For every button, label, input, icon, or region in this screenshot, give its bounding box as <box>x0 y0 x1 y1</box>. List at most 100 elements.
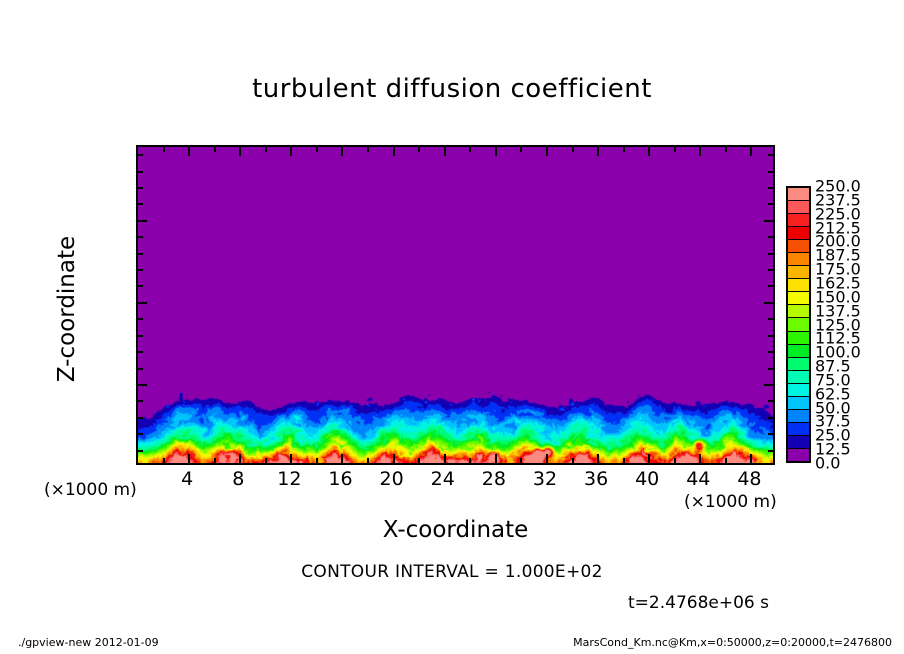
colorbar-swatch <box>788 227 809 241</box>
colorbar-label: 162.5 <box>815 273 861 293</box>
colorbar-label: 200.0 <box>815 231 861 251</box>
y-tick-left <box>138 170 143 173</box>
colorbar-label: 212.5 <box>815 218 861 238</box>
x-tick-top <box>520 147 523 152</box>
colorbar-label: 0.0 <box>815 453 841 473</box>
y-tick-left <box>138 334 143 337</box>
colorbar-swatch <box>788 318 809 332</box>
colorbar-swatch <box>788 188 809 202</box>
colorbar-label: 12.5 <box>815 439 851 459</box>
colorbar-label: 75.0 <box>815 370 851 390</box>
colorbar-label: 175.0 <box>815 259 861 279</box>
x-tick-label: 4 <box>181 468 194 490</box>
x-tick-top <box>264 147 267 152</box>
x-tick-bottom <box>315 458 318 463</box>
colorbar-swatch <box>788 344 809 358</box>
y-tick-right <box>768 416 773 419</box>
colorbar-swatch <box>788 435 809 449</box>
y-tick-left <box>138 236 143 239</box>
colorbar-label: 112.5 <box>815 328 861 348</box>
x-tick-bottom <box>213 458 216 463</box>
x-tick-bottom <box>571 458 574 463</box>
x-tick-bottom <box>494 454 497 463</box>
x-tick-label: 48 <box>737 468 762 490</box>
colorbar-label: 25.0 <box>815 425 851 445</box>
y-tick-right <box>768 269 773 272</box>
x-tick-top <box>315 147 318 152</box>
y-tick-right <box>768 285 773 288</box>
x-tick-bottom <box>469 458 472 463</box>
x-tick-top <box>443 147 446 156</box>
y-tick-right <box>768 367 773 370</box>
x-tick-top <box>571 147 574 152</box>
y-tick-right <box>768 236 773 239</box>
y-tick-right <box>768 252 773 255</box>
time-label: t=2.4768e+06 s <box>628 593 769 613</box>
x-tick-top <box>622 147 625 152</box>
colorbar-swatch <box>788 240 809 254</box>
y-tick-right <box>768 154 773 157</box>
x-tick-top <box>392 147 395 156</box>
turbulence-field-heatmap <box>138 147 773 463</box>
y-tick-left <box>138 383 147 386</box>
x-tick-bottom <box>724 458 727 463</box>
x-tick-label: 24 <box>430 468 455 490</box>
x-tick-label: 40 <box>635 468 660 490</box>
colorbar-label: 237.5 <box>815 190 861 210</box>
colorbar-label: 137.5 <box>815 301 861 321</box>
colorbar-swatch <box>788 253 809 267</box>
x-tick-bottom <box>367 458 370 463</box>
x-axis-title: X-coordinate <box>382 517 529 543</box>
x-tick-bottom <box>520 458 523 463</box>
y-tick-left <box>138 187 143 190</box>
x-tick-top <box>341 147 344 156</box>
y-tick-left <box>138 203 143 206</box>
colorbar-swatch <box>788 214 809 228</box>
y-tick-left <box>138 252 143 255</box>
y-tick-left <box>138 285 143 288</box>
colorbar-swatch <box>788 292 809 306</box>
x-tick-bottom <box>162 458 165 463</box>
x-tick-top <box>162 147 165 152</box>
x-tick-bottom <box>188 454 191 463</box>
colorbar-label: 62.5 <box>815 384 851 404</box>
y-tick-right <box>768 400 773 403</box>
y-tick-left <box>138 367 143 370</box>
x-tick-label: 44 <box>686 468 711 490</box>
y-tick-right <box>764 383 773 386</box>
x-tick-top <box>290 147 293 156</box>
x-tick-top <box>469 147 472 152</box>
footer-source-label: MarsCond_Km.nc@Km,x=0:50000,z=0:20000,t=… <box>573 636 892 649</box>
x-tick-bottom <box>341 454 344 463</box>
x-tick-top <box>494 147 497 156</box>
colorbar-swatch <box>788 409 809 423</box>
y-tick-right <box>768 170 773 173</box>
colorbar-swatch <box>788 331 809 345</box>
y-tick-left <box>138 433 143 436</box>
y-tick-left <box>138 449 143 452</box>
y-tick-right <box>768 318 773 321</box>
y-tick-right <box>768 449 773 452</box>
colorbar-label: 250.0 <box>815 176 861 196</box>
colorbar-label: 225.0 <box>815 204 861 224</box>
x-tick-bottom <box>418 458 421 463</box>
x-tick-bottom <box>264 458 267 463</box>
y-tick-right <box>768 433 773 436</box>
x-tick-label: 36 <box>583 468 609 490</box>
colorbar-swatch <box>788 357 809 371</box>
x-tick-bottom <box>750 454 753 463</box>
x-tick-top <box>367 147 370 152</box>
y-tick-left <box>138 416 143 419</box>
x-tick-label: 8 <box>232 468 245 490</box>
x-tick-top <box>750 147 753 156</box>
x-tick-bottom <box>622 458 625 463</box>
x-tick-top <box>724 147 727 152</box>
x-tick-bottom <box>648 454 651 463</box>
y-tick-left <box>138 154 143 157</box>
y-tick-right <box>768 203 773 206</box>
y-tick-right <box>764 219 773 222</box>
x-tick-top <box>418 147 421 152</box>
x-tick-top <box>648 147 651 156</box>
x-tick-bottom <box>673 458 676 463</box>
x-tick-label: 12 <box>277 468 302 490</box>
